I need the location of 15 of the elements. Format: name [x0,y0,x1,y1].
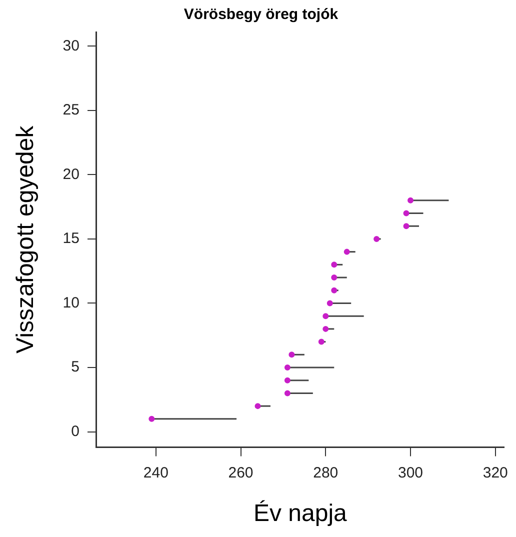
x-tick-label: 260 [228,464,254,482]
y-tick-label: 5 [71,358,80,376]
y-tick-label: 0 [71,422,80,440]
x-tick-label: 300 [398,464,424,482]
y-axis-title: Visszafogott egyedek [12,124,40,354]
x-tick-label: 280 [313,464,338,482]
y-tick-label: 15 [62,230,80,248]
y-tick-label: 30 [62,37,80,54]
x-axis-title: Év napja [253,500,348,528]
x-tick-label: 240 [143,464,168,482]
y-tick-label: 20 [62,166,80,183]
y-tick-label: 10 [62,294,80,312]
y-tick-label: 25 [62,102,80,119]
chart-title: Vörösbegy öreg tojók [184,6,339,24]
x-tick-label: 320 [482,464,508,482]
